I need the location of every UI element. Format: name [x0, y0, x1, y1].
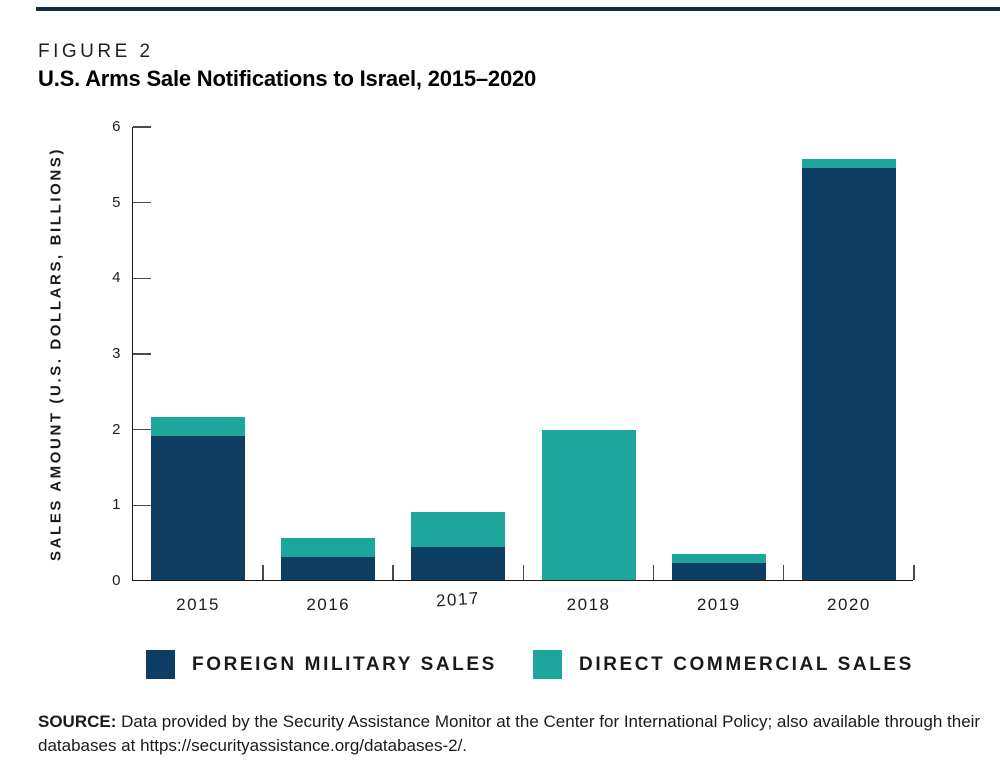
- plot-area: SALES AMOUNT (U.S. DOLLARS, BILLIONS) 0 1…: [48, 118, 915, 614]
- bar-segment-2020-foreign-military-sales: [801, 168, 896, 580]
- y-tick-label: 4: [112, 269, 121, 287]
- y-tick-label: 3: [112, 345, 121, 362]
- y-tick-label: 1: [112, 496, 121, 514]
- bar-segment-2016-direct-commercial-sales: [281, 538, 376, 558]
- x-axis-label-2016: 2016: [306, 595, 351, 614]
- figure-top-rule: [36, 7, 1000, 11]
- bar-segment-2020-direct-commercial-sales: [801, 159, 896, 169]
- y-tick: [133, 504, 151, 507]
- legend-item-direct-commercial-sales: DIRECT COMMERCIAL SALES: [533, 650, 914, 679]
- figure-title: U.S. Arms Sale Notifications to Israel, …: [38, 66, 537, 91]
- legend-swatch-navy: [146, 650, 175, 679]
- y-tick: [133, 277, 151, 280]
- legend-label: FOREIGN MILITARY SALES: [192, 653, 497, 675]
- x-tick: [913, 565, 915, 580]
- y-axis-title: SALES AMOUNT (U.S. DOLLARS, BILLIONS): [47, 146, 65, 561]
- x-axis-label-2020: 2020: [826, 595, 871, 614]
- y-tick: [133, 126, 151, 128]
- y-tick: [133, 428, 151, 431]
- x-axis-label-2015: 2015: [176, 595, 220, 614]
- x-tick: [652, 565, 655, 580]
- y-tick-label: 0: [112, 572, 121, 589]
- bar-segment-2015-foreign-military-sales: [151, 436, 246, 580]
- x-axis-label-2017: 2017: [435, 588, 481, 611]
- bar-segment-2019-foreign-military-sales: [671, 563, 766, 580]
- y-tick-label: 6: [112, 118, 121, 135]
- bar-segment-2016-foreign-military-sales: [281, 557, 376, 580]
- source-prefix: SOURCE:: [38, 712, 117, 731]
- legend-item-foreign-military-sales: FOREIGN MILITARY SALES: [146, 650, 497, 679]
- x-axis-label-2019: 2019: [696, 595, 741, 614]
- x-tick: [262, 565, 264, 580]
- source-note: SOURCE: Data provided by the Security As…: [38, 710, 984, 758]
- bar-segment-2015-direct-commercial-sales: [151, 417, 246, 437]
- y-tick-label: 5: [112, 193, 121, 211]
- x-tick: [782, 565, 785, 580]
- x-tick: [522, 565, 524, 580]
- x-tick: [392, 565, 394, 580]
- y-tick: [133, 353, 151, 355]
- bar-segment-2019-direct-commercial-sales: [671, 553, 766, 564]
- x-axis-label-2018: 2018: [566, 595, 611, 614]
- legend-swatch-teal: [533, 650, 562, 679]
- bar-segment-2018-direct-commercial-sales: [541, 430, 636, 580]
- source-text: Data provided by the Security Assistance…: [38, 712, 981, 756]
- legend-label: DIRECT COMMERCIAL SALES: [579, 653, 914, 675]
- bar-segment-2017-direct-commercial-sales: [411, 511, 506, 547]
- figure-number-label: FIGURE 2: [38, 41, 154, 62]
- bar-segment-2017-foreign-military-sales: [411, 546, 506, 580]
- y-tick: [133, 201, 151, 204]
- y-tick-label: 2: [112, 420, 121, 438]
